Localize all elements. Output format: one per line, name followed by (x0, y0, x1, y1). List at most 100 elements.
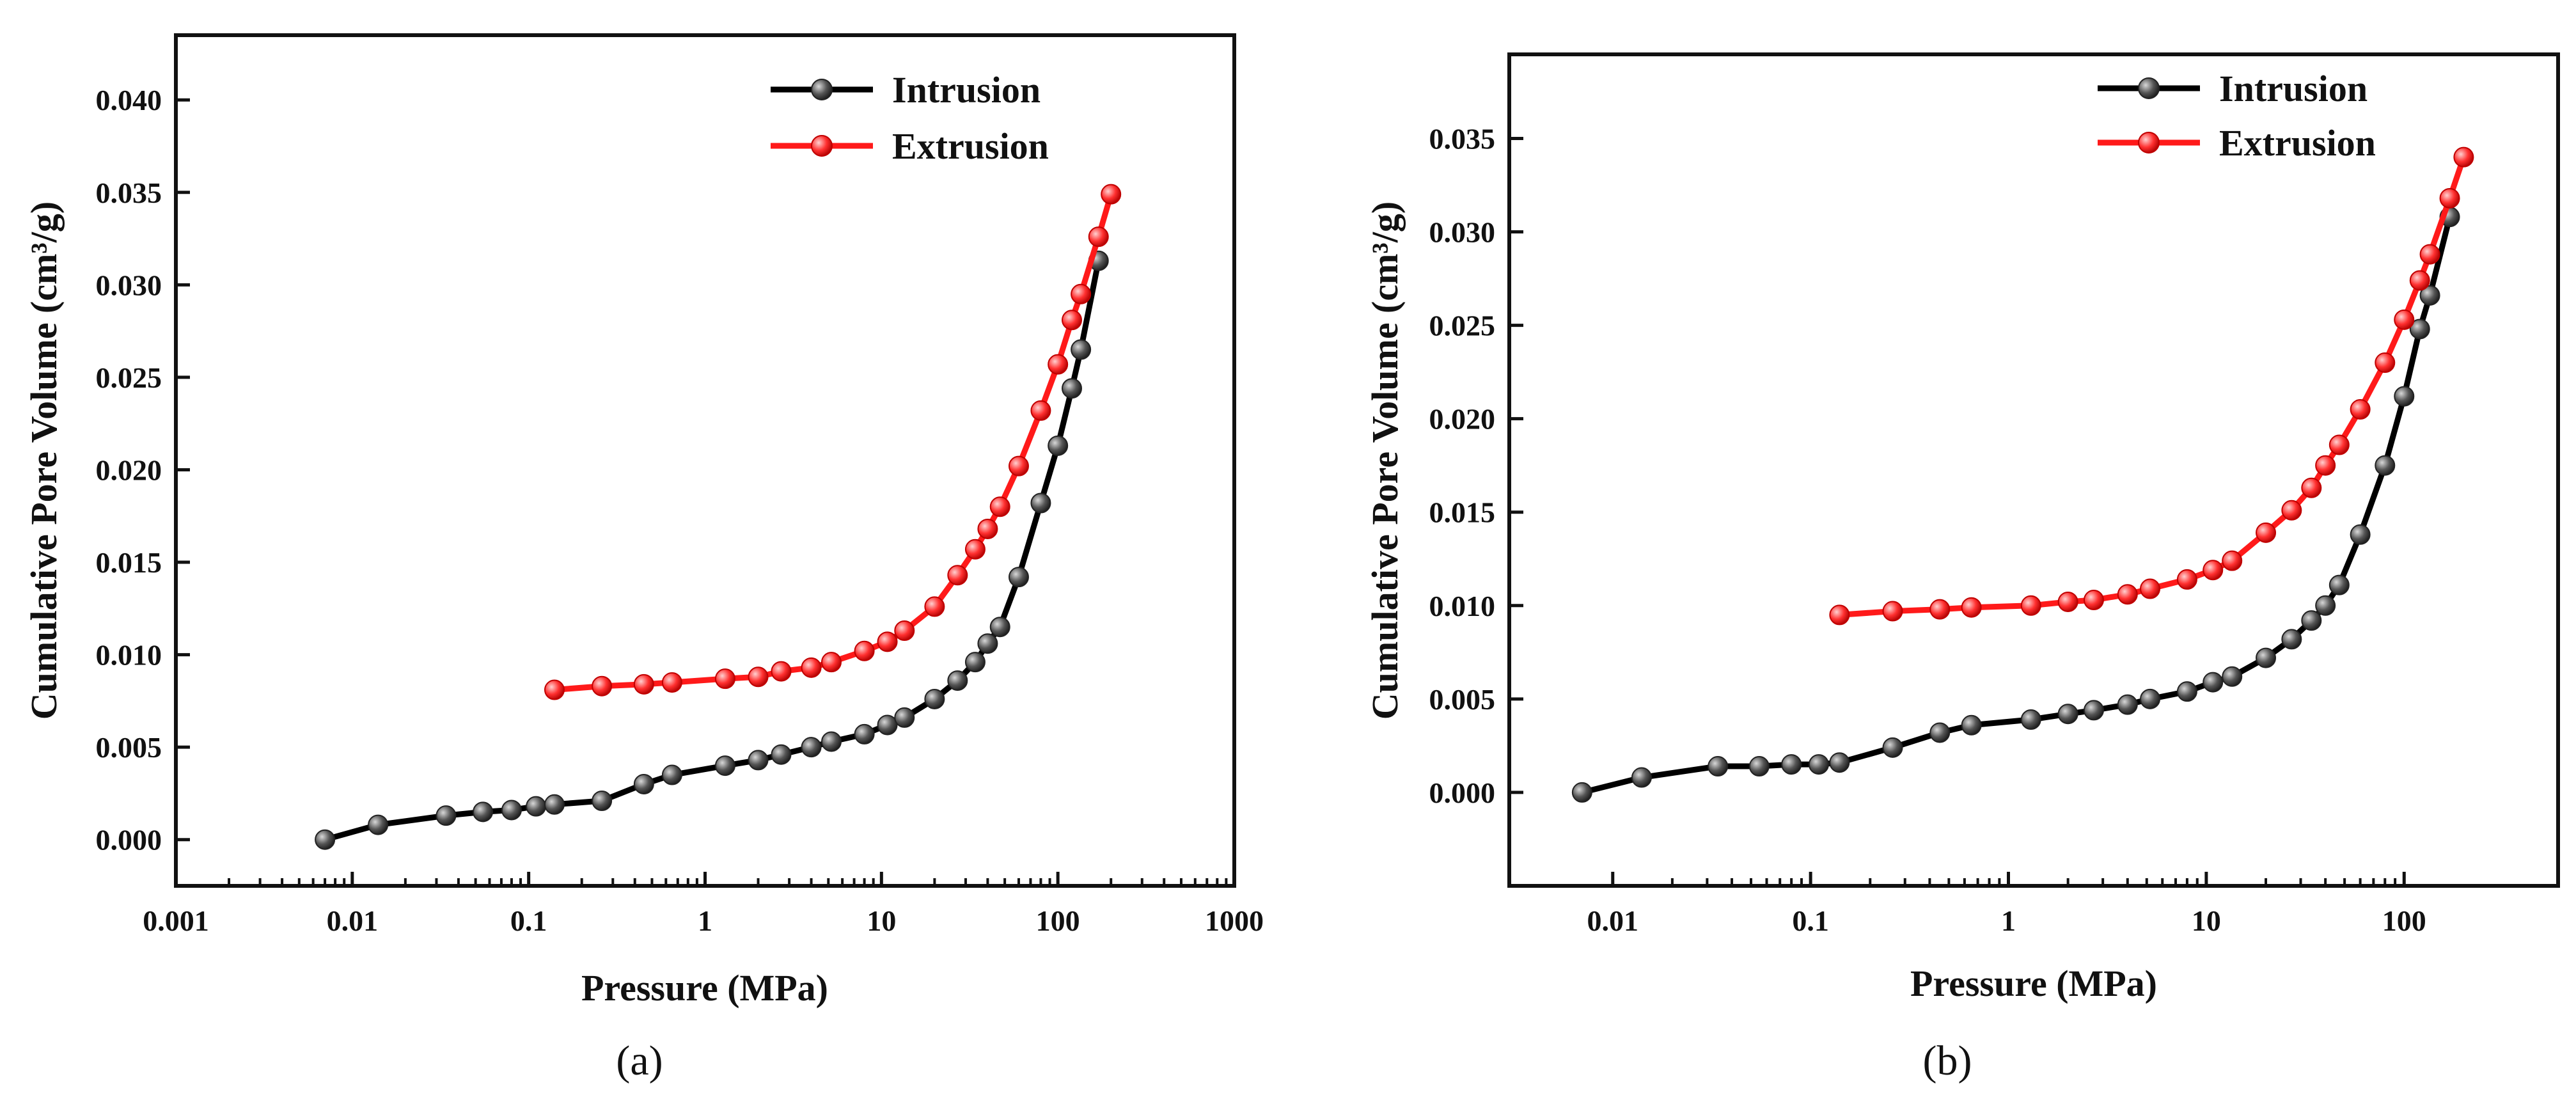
data-point-extrusion (1829, 604, 1850, 626)
y-tick-label: 0.010 (1429, 590, 1496, 622)
y-tick-label: 0.035 (1429, 122, 1496, 155)
y-tick-label: 0.020 (96, 453, 162, 486)
legend-marker (2138, 77, 2160, 99)
data-point-extrusion (2222, 550, 2243, 571)
data-point-extrusion (2453, 146, 2474, 168)
data-point-intrusion (924, 688, 945, 709)
x-tick-label: 0.01 (1587, 904, 1639, 937)
data-point-extrusion (821, 652, 842, 673)
data-point-intrusion (947, 670, 968, 691)
data-point-intrusion (989, 617, 1010, 638)
data-point-intrusion (436, 805, 457, 826)
x-tick-label: 1 (698, 904, 712, 937)
panel-label: (b) (1923, 1037, 1972, 1084)
x-tick-label: 0.001 (143, 904, 209, 937)
data-point-extrusion (1071, 283, 1092, 304)
data-point-intrusion (2140, 688, 2161, 709)
data-point-extrusion (2057, 591, 2078, 612)
data-point-extrusion (2020, 595, 2041, 616)
data-point-extrusion (2350, 399, 2371, 420)
y-tick-label: 0.025 (1429, 310, 1496, 342)
data-point-intrusion (2117, 694, 2138, 715)
data-point-intrusion (977, 633, 998, 654)
x-axis-title: Pressure (MPa) (581, 967, 828, 1009)
data-point-intrusion (748, 750, 769, 771)
data-point-intrusion (801, 737, 822, 758)
data-point-extrusion (964, 539, 986, 560)
legend: Intrusion Extrusion (2098, 68, 2376, 164)
data-point-intrusion (1571, 782, 1592, 803)
data-point-intrusion (1961, 714, 1982, 736)
data-point-intrusion (544, 794, 565, 815)
data-point-extrusion (633, 674, 654, 695)
data-point-extrusion (2176, 569, 2197, 590)
data-point-intrusion (2329, 574, 2350, 595)
y-tick-label: 0.000 (1429, 776, 1496, 809)
data-point-intrusion (2409, 319, 2430, 340)
data-point-intrusion (1071, 339, 1092, 360)
data-point-intrusion (1781, 754, 1802, 775)
data-point-intrusion (2083, 700, 2104, 721)
data-point-extrusion (2140, 578, 2161, 599)
data-point-extrusion (2419, 244, 2440, 265)
data-point-intrusion (1929, 722, 1951, 743)
x-tick-label: 10 (2192, 904, 2221, 937)
data-point-intrusion (661, 764, 682, 785)
y-tick-label: 0.010 (96, 639, 162, 672)
data-point-extrusion (1088, 226, 1109, 248)
data-point-intrusion (821, 731, 842, 752)
x-tick-label: 1 (2001, 904, 2016, 937)
data-point-intrusion (2301, 610, 2322, 631)
y-tick-label: 0.035 (96, 177, 162, 209)
x-tick-label: 0.1 (1792, 904, 1829, 937)
data-point-intrusion (2176, 681, 2197, 702)
data-point-extrusion (2256, 522, 2277, 543)
x-tick-label: 1000 (1205, 904, 1264, 937)
data-point-intrusion (501, 800, 522, 821)
data-point-intrusion (771, 744, 792, 765)
data-point-extrusion (2375, 352, 2396, 374)
x-tick-label: 0.1 (510, 904, 547, 937)
data-point-intrusion (2203, 672, 2224, 693)
data-point-extrusion (771, 661, 792, 682)
data-point-extrusion (2083, 590, 2104, 611)
data-point-extrusion (924, 596, 945, 617)
data-point-intrusion (2020, 709, 2041, 730)
data-point-intrusion (633, 773, 654, 794)
y-tick-label: 0.005 (1429, 683, 1496, 716)
data-point-extrusion (1030, 400, 1051, 421)
data-point-intrusion (714, 755, 735, 776)
y-tick-label: 0.020 (1429, 403, 1496, 436)
data-point-extrusion (989, 496, 1010, 517)
data-point-extrusion (2301, 477, 2322, 498)
data-point-intrusion (1030, 492, 1051, 514)
chart-panel-b: 0.01 0.1 1 10 100 0.000 0.005 0.010 0.015 0.020 0.… (1364, 52, 2560, 1084)
data-point-extrusion (1929, 599, 1951, 620)
data-point-extrusion (1961, 597, 1982, 618)
legend-marker (2138, 132, 2160, 154)
data-point-intrusion (2281, 629, 2302, 650)
data-point-intrusion (1829, 752, 1850, 773)
data-point-extrusion (801, 657, 822, 678)
legend: Intrusion Extrusion (771, 69, 1049, 167)
y-axis-title: Cumulative Pore Volume (cm³/g) (23, 201, 65, 720)
panel-label: (a) (616, 1037, 663, 1084)
data-point-intrusion (877, 714, 898, 736)
data-point-extrusion (1008, 455, 1029, 477)
data-point-intrusion (1048, 435, 1069, 456)
data-point-extrusion (2281, 500, 2302, 521)
data-point-extrusion (544, 679, 565, 700)
x-tick-label: 100 (1036, 904, 1080, 937)
data-point-intrusion (2222, 666, 2243, 687)
data-point-intrusion (1708, 756, 1729, 777)
legend-marker (811, 79, 833, 100)
data-point-intrusion (1748, 756, 1770, 777)
data-point-extrusion (1048, 354, 1069, 375)
x-tick-label: 100 (2382, 904, 2426, 937)
data-point-extrusion (592, 675, 613, 697)
data-point-extrusion (2329, 434, 2350, 455)
y-tick-label: 0.040 (96, 84, 162, 116)
legend-label-intrusion: Intrusion (2219, 68, 2368, 109)
plot-frame (1507, 52, 2560, 888)
